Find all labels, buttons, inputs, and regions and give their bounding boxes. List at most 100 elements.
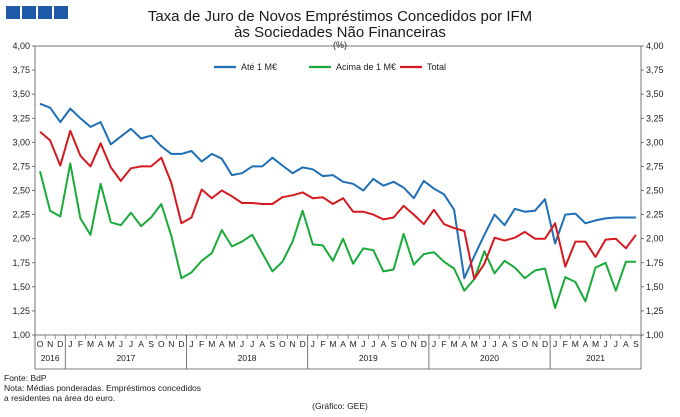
month-label: D [57, 339, 63, 349]
y-tick-label-right: 2,50 [646, 186, 664, 196]
month-label: F [441, 339, 446, 349]
month-label: J [240, 339, 244, 349]
month-label: O [522, 339, 529, 349]
y-tick-label-right: 3,75 [646, 65, 664, 75]
month-label: J [614, 339, 618, 349]
month-label: J [432, 339, 436, 349]
month-label: O [158, 339, 165, 349]
y-tick-label-left: 1,75 [12, 258, 30, 268]
y-tick-label-right: 2,75 [646, 161, 664, 171]
y-tick-label-left: 3,00 [12, 137, 30, 147]
y-tick-label-right: 3,50 [646, 89, 664, 99]
y-tick-label-left: 1,00 [12, 330, 30, 340]
y-tick-label-left: 2,75 [12, 161, 30, 171]
month-label: J [189, 339, 193, 349]
month-label: F [563, 339, 568, 349]
month-label: J [361, 339, 365, 349]
month-label: M [592, 339, 599, 349]
y-tick-label-right: 1,50 [646, 282, 664, 292]
month-label: N [532, 339, 538, 349]
month-label: N [47, 339, 53, 349]
y-tick-label-right: 4,00 [646, 41, 664, 51]
month-label: A [623, 339, 629, 349]
y-tick-label-right: 2,25 [646, 210, 664, 220]
month-label: D [542, 339, 548, 349]
logo-block-2 [22, 6, 36, 19]
y-tick-label-right: 1,75 [646, 258, 664, 268]
month-label: O [400, 339, 407, 349]
month-label: M [107, 339, 114, 349]
method-note-line1: Nota: Médias ponderadas. Empréstimos con… [4, 383, 202, 393]
year-label: 2020 [480, 353, 499, 363]
logo-block-3 [38, 6, 52, 19]
legend-label-total: Total [427, 62, 446, 72]
y-tick-label-right: 3,25 [646, 113, 664, 123]
month-label: F [199, 339, 204, 349]
month-label: M [451, 339, 458, 349]
month-label: A [219, 339, 225, 349]
legend-label-ate-1m: Até 1 M€ [241, 62, 277, 72]
month-label: M [228, 339, 235, 349]
legend-label-acima-1m: Acima de 1 M€ [336, 62, 396, 72]
chart-title-line1: Taxa de Juro de Novos Empréstimos Conced… [147, 8, 533, 25]
month-label: A [98, 339, 104, 349]
month-label: A [340, 339, 346, 349]
y-tick-label-right: 3,00 [646, 137, 664, 147]
month-label: M [329, 339, 336, 349]
year-label: 2016 [41, 353, 60, 363]
chart-unit: (%) [333, 40, 347, 50]
month-label: S [391, 339, 397, 349]
y-tick-label-left: 3,50 [12, 89, 30, 99]
month-label: S [148, 339, 154, 349]
month-label: O [37, 339, 44, 349]
month-label: N [168, 339, 174, 349]
month-label: F [320, 339, 325, 349]
year-label: 2021 [586, 353, 605, 363]
month-label: M [572, 339, 579, 349]
method-note-line2: a residentes na área do euro. [4, 393, 116, 403]
month-label: A [583, 339, 589, 349]
month-label: J [492, 339, 496, 349]
month-label: M [350, 339, 357, 349]
month-label: J [482, 339, 486, 349]
year-label: 2019 [359, 353, 378, 363]
chart-notes: Fonte: BdP Nota: Médias ponderadas. Empr… [4, 373, 201, 403]
chart-credit: (Gráfico: GEE) [312, 401, 368, 411]
month-label: F [78, 339, 83, 349]
month-label: J [553, 339, 557, 349]
y-tick-label-right: 1,25 [646, 306, 664, 316]
y-tick-label-left: 2,00 [12, 234, 30, 244]
logo-block-4 [54, 6, 68, 19]
month-label: J [119, 339, 123, 349]
month-label: D [300, 339, 306, 349]
month-label: J [371, 339, 375, 349]
month-label: J [604, 339, 608, 349]
publisher-logo [6, 6, 68, 19]
y-tick-label-left: 2,25 [12, 210, 30, 220]
month-label: A [259, 339, 265, 349]
month-label: A [502, 339, 508, 349]
year-label: 2017 [116, 353, 135, 363]
month-label: M [471, 339, 478, 349]
series-line-total [39, 129, 637, 281]
line-chart: 1,00 1,00 1,25 1,25 1,50 1,50 1,75 1,75 2,00 2,00… [12, 41, 664, 370]
y-tick-label-left: 3,75 [12, 65, 30, 75]
y-tick-label-left: 1,50 [12, 282, 30, 292]
month-label: S [512, 339, 518, 349]
month-label: M [87, 339, 94, 349]
month-label: O [279, 339, 286, 349]
year-label: 2018 [238, 353, 257, 363]
month-label: N [289, 339, 295, 349]
y-tick-label-left: 3,25 [12, 113, 30, 123]
y-tick-label-right: 2,00 [646, 234, 664, 244]
logo-block-1 [6, 6, 20, 19]
month-label: D [178, 339, 184, 349]
month-label: D [421, 339, 427, 349]
month-label: A [461, 339, 467, 349]
y-tick-label-left: 1,25 [12, 306, 30, 316]
series-line-ate-1m [39, 102, 636, 280]
month-label: J [129, 339, 133, 349]
month-label: S [633, 339, 639, 349]
month-label: S [270, 339, 276, 349]
month-label: A [138, 339, 144, 349]
